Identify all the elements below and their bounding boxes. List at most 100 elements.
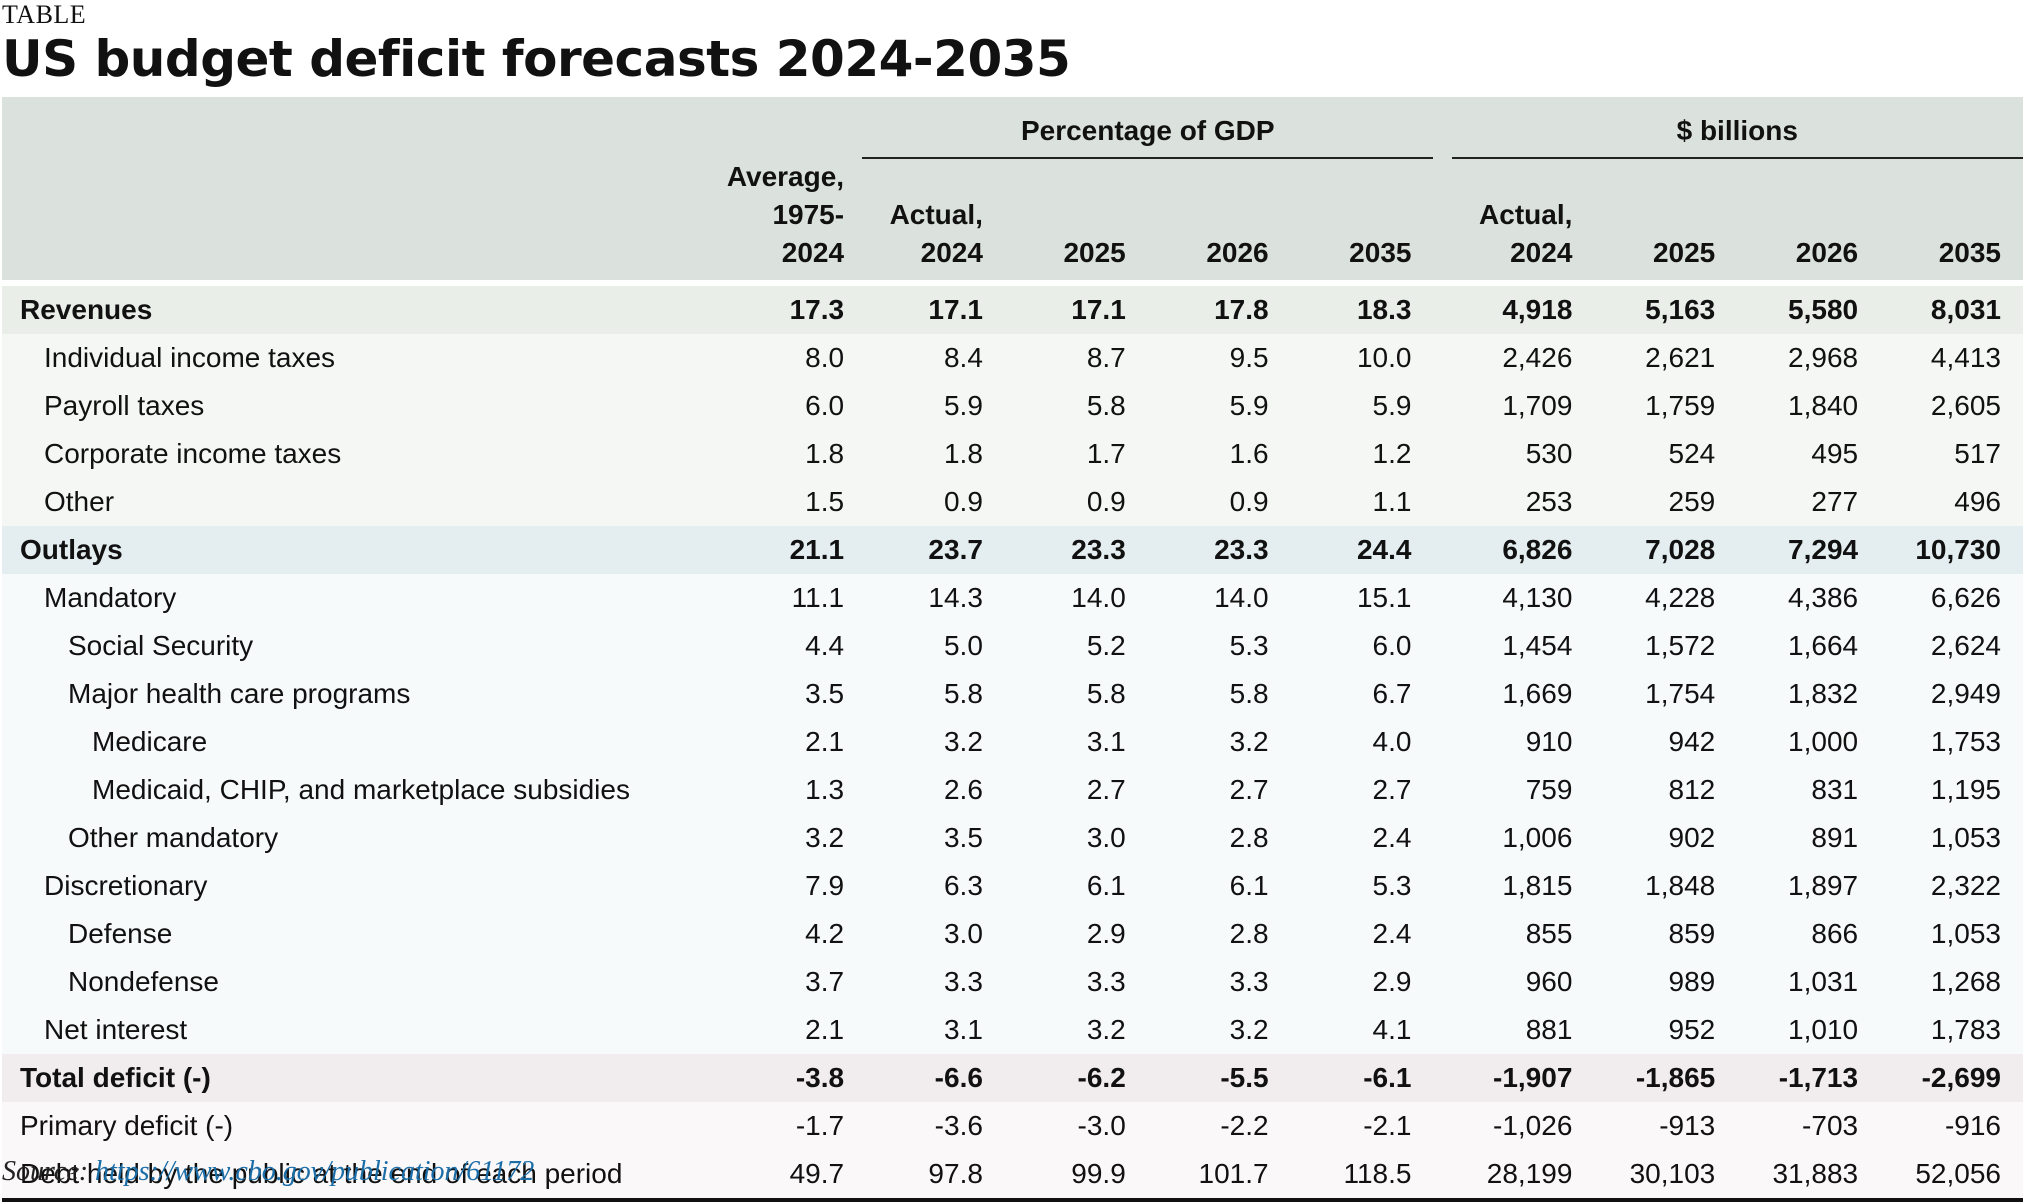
cell-p25: 14.0 xyxy=(1004,574,1148,622)
cell-p24: 3.3 xyxy=(862,958,1005,1006)
cell-p25: 17.1 xyxy=(1004,286,1148,334)
cell-d25: -913 xyxy=(1594,1102,1738,1150)
column-gap xyxy=(1433,1054,1452,1102)
cell-p24: 97.8 xyxy=(862,1150,1005,1202)
cell-p24: -6.6 xyxy=(862,1054,1005,1102)
cell-d25: 524 xyxy=(1594,430,1738,478)
cell-d26: 1,897 xyxy=(1737,862,1881,910)
cell-d26: -1,713 xyxy=(1737,1054,1881,1102)
cell-avg: -1.7 xyxy=(711,1102,863,1150)
cell-avg: 17.3 xyxy=(711,286,863,334)
cell-avg: 11.1 xyxy=(711,574,863,622)
row-label: Other mandatory xyxy=(2,814,712,862)
cell-d26: 277 xyxy=(1737,478,1881,526)
cell-avg: 3.5 xyxy=(711,670,863,718)
column-gap xyxy=(1433,382,1452,430)
cell-d26: 4,386 xyxy=(1737,574,1881,622)
cell-p25: 3.0 xyxy=(1004,814,1148,862)
cell-p35: 24.4 xyxy=(1290,526,1434,574)
cell-d26: 5,580 xyxy=(1737,286,1881,334)
cell-d35: 2,322 xyxy=(1880,862,2023,910)
col-header-pct-2035: 2035 xyxy=(1290,158,1434,280)
cell-p24: 14.3 xyxy=(862,574,1005,622)
cell-d26: 891 xyxy=(1737,814,1881,862)
cell-p26: 1.6 xyxy=(1147,430,1291,478)
cell-p26: 23.3 xyxy=(1147,526,1291,574)
row-label: Total deficit (-) xyxy=(2,1054,712,1102)
cell-p25: 3.1 xyxy=(1004,718,1148,766)
cell-p35: -2.1 xyxy=(1290,1102,1434,1150)
cell-d25: 1,759 xyxy=(1594,382,1738,430)
col-header-usd-2026: 2026 xyxy=(1737,158,1881,280)
cell-avg: 1.3 xyxy=(711,766,863,814)
cell-d35: 517 xyxy=(1880,430,2023,478)
cell-p26: 17.8 xyxy=(1147,286,1291,334)
cell-d24: 4,130 xyxy=(1451,574,1595,622)
cell-p24: 3.1 xyxy=(862,1006,1005,1054)
cell-p25: 5.8 xyxy=(1004,382,1148,430)
cell-d26: 7,294 xyxy=(1737,526,1881,574)
column-gap xyxy=(1433,958,1452,1006)
column-gap xyxy=(1433,334,1452,382)
cell-d35: 8,031 xyxy=(1880,286,2023,334)
cell-d25: 1,848 xyxy=(1594,862,1738,910)
cell-d25: 1,754 xyxy=(1594,670,1738,718)
table-row: Major health care programs 3.5 5.8 5.8 5.8 6.… xyxy=(2,670,2023,718)
table-row: Payroll taxes 6.0 5.9 5.8 5.9 5.9 1,709 1,759 1,… xyxy=(2,382,2023,430)
cell-p26: 5.3 xyxy=(1147,622,1291,670)
row-label: Medicare xyxy=(2,718,712,766)
table-row: Other mandatory 3.2 3.5 3.0 2.8 2.4 1,006 902 89… xyxy=(2,814,2023,862)
cell-d26: 1,664 xyxy=(1737,622,1881,670)
cell-p35: 6.0 xyxy=(1290,622,1434,670)
budget-table-container: Percentage of GDP $ billions Average, 197… xyxy=(2,97,2023,1202)
cell-p25: 5.2 xyxy=(1004,622,1148,670)
cell-p35: -6.1 xyxy=(1290,1054,1434,1102)
cell-d25: 859 xyxy=(1594,910,1738,958)
cell-avg: 1.8 xyxy=(711,430,863,478)
table-row: Other 1.5 0.9 0.9 0.9 1.1 253 259 277 496 xyxy=(2,478,2023,526)
source-link[interactable]: https://www.cbo.gov/publication/61172 xyxy=(95,1156,535,1187)
cell-avg: 4.2 xyxy=(711,910,863,958)
cell-d25: 989 xyxy=(1594,958,1738,1006)
cell-avg: 6.0 xyxy=(711,382,863,430)
cell-p26: 0.9 xyxy=(1147,478,1291,526)
cell-p35: 15.1 xyxy=(1290,574,1434,622)
cell-p24: 3.2 xyxy=(862,718,1005,766)
cell-d35: 2,605 xyxy=(1880,382,2023,430)
budget-table: Percentage of GDP $ billions Average, 197… xyxy=(2,97,2023,1202)
cell-p35: 6.7 xyxy=(1290,670,1434,718)
table-row: Medicare 2.1 3.2 3.1 3.2 4.0 910 942 1,000 1,753 xyxy=(2,718,2023,766)
cell-d26: 1,840 xyxy=(1737,382,1881,430)
cell-p35: 5.9 xyxy=(1290,382,1434,430)
cell-d35: 1,195 xyxy=(1880,766,2023,814)
col-header-pct-2026: 2026 xyxy=(1147,158,1291,280)
cell-avg: 8.0 xyxy=(711,334,863,382)
cell-d35: 2,624 xyxy=(1880,622,2023,670)
cell-p35: 2.4 xyxy=(1290,910,1434,958)
cell-avg: 49.7 xyxy=(711,1150,863,1202)
cell-p24: 3.5 xyxy=(862,814,1005,862)
cell-p25: 23.3 xyxy=(1004,526,1148,574)
cell-p25: 3.2 xyxy=(1004,1006,1148,1054)
cell-d26: 831 xyxy=(1737,766,1881,814)
col-header-pct-2025: 2025 xyxy=(1004,158,1148,280)
cell-d24: 960 xyxy=(1451,958,1595,1006)
cell-d35: -2,699 xyxy=(1880,1054,2023,1102)
row-label: Outlays xyxy=(2,526,712,574)
table-title: US budget deficit forecasts 2024-2035 xyxy=(2,30,1071,88)
cell-d25: 30,103 xyxy=(1594,1150,1738,1202)
row-label: Other xyxy=(2,478,712,526)
table-row: Medicaid, CHIP, and marketplace subsidie… xyxy=(2,766,2023,814)
row-label: Defense xyxy=(2,910,712,958)
cell-p24: 5.8 xyxy=(862,670,1005,718)
cell-p26: 6.1 xyxy=(1147,862,1291,910)
cell-d24: 530 xyxy=(1451,430,1595,478)
table-body: Revenues 17.3 17.1 17.1 17.8 18.3 4,918 5,163 5,… xyxy=(2,286,2023,1202)
cell-avg: 2.1 xyxy=(711,718,863,766)
cell-p35: 1.2 xyxy=(1290,430,1434,478)
cell-avg: 21.1 xyxy=(711,526,863,574)
row-label: Discretionary xyxy=(2,862,712,910)
cell-d35: 1,053 xyxy=(1880,910,2023,958)
cell-p26: -2.2 xyxy=(1147,1102,1291,1150)
cell-p26: 5.8 xyxy=(1147,670,1291,718)
